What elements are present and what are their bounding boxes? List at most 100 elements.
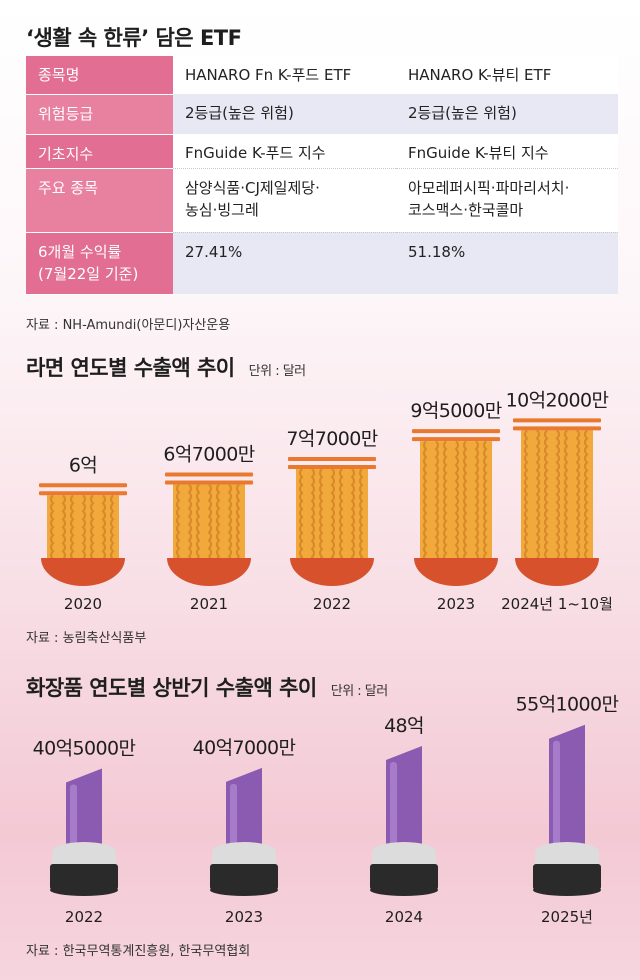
table-cell-line: 삼양식품·CJ제일제당· bbox=[185, 178, 320, 197]
chopstick bbox=[513, 418, 601, 423]
noodle-strand bbox=[584, 429, 589, 560]
cosmetics-bar: 55억1000만 2025년 bbox=[516, 694, 619, 926]
noodle-strand bbox=[535, 429, 540, 560]
cosmetics-value-label: 40억5000만 bbox=[33, 738, 136, 760]
noodle-strand bbox=[207, 483, 212, 566]
chopstick bbox=[39, 483, 127, 488]
cosmetics-value-label: 48억 bbox=[384, 715, 424, 737]
table-row-header-line: 6개월 수익률 bbox=[38, 242, 122, 261]
ramen-chart: 6억 2020 6억7000만 2021 7억7000만 2022 9억5000만 2023 1… bbox=[39, 389, 613, 613]
ramen-year-label: 2021 bbox=[190, 595, 228, 613]
noodle-block bbox=[420, 441, 492, 558]
table-cell-c2: HANARO K-뷰티 ETF bbox=[396, 56, 618, 94]
ramen-title-text: 라면 연도별 수출액 추이 bbox=[26, 356, 235, 380]
lipstick-case bbox=[50, 884, 118, 896]
noodle-block bbox=[173, 484, 245, 558]
chopstick bbox=[288, 457, 376, 461]
ramen-year-label: 2023 bbox=[437, 595, 475, 613]
table-cell-line: FnGuide K-푸드 지수 bbox=[185, 144, 326, 162]
noodle-strand bbox=[90, 494, 95, 560]
cosmetics-year-label: 2022 bbox=[65, 908, 103, 926]
ramen-value-label: 6억7000만 bbox=[163, 443, 254, 465]
table-cell-c1: FnGuide K-푸드 지수 bbox=[173, 134, 396, 169]
ramen-year-label: 2022 bbox=[313, 595, 351, 613]
noodle-strand bbox=[330, 468, 335, 566]
cosmetics-title: 화장품 연도별 상반기 수출액 추이 단위 : 달러 bbox=[26, 672, 388, 702]
cosmetics-value-label: 55억1000만 bbox=[516, 694, 619, 716]
lipstick-ring bbox=[372, 852, 436, 864]
cosmetics-bar: 48억 2024 bbox=[370, 715, 438, 926]
table-row-header: 주요 종목 bbox=[26, 168, 173, 233]
table-cell-line: FnGuide K-뷰티 지수 bbox=[408, 144, 549, 162]
table-cell-line: HANARO K-뷰티 ETF bbox=[408, 66, 552, 84]
bowl bbox=[41, 558, 125, 586]
table-cell-line: HANARO Fn K-푸드 ETF bbox=[185, 66, 352, 84]
noodle-strand bbox=[544, 429, 549, 560]
lipstick-case bbox=[210, 864, 278, 890]
chopstick bbox=[288, 465, 376, 469]
ramen-year-label: 2020 bbox=[64, 595, 102, 613]
lipstick-highlight bbox=[70, 784, 77, 848]
table-cell-c2: 아모레퍼시픽·파마리서치· 코스맥스·한국콜마 bbox=[396, 168, 618, 233]
cosmetics-title-text: 화장품 연도별 상반기 수출액 추이 bbox=[26, 676, 317, 700]
table-cell-line: 코스맥스·한국콜마 bbox=[408, 200, 524, 219]
table-cell-c2: 51.18% bbox=[396, 232, 618, 294]
table-row: 기초지수 FnGuide K-푸드 지수 FnGuide K-뷰티 지수 bbox=[26, 134, 618, 169]
table-row: 종목명 HANARO Fn K-푸드 ETF HANARO K-뷰티 ETF bbox=[26, 56, 618, 95]
table-cell-line: 27.41% bbox=[185, 242, 243, 261]
cosmetics-bar: 40억5000만 2022 bbox=[33, 738, 136, 927]
noodle-strand bbox=[350, 468, 355, 566]
cosmetics-value-label: 40억7000만 bbox=[193, 737, 296, 759]
noodle-strand bbox=[463, 440, 468, 562]
noodle-strand bbox=[359, 468, 364, 566]
cosmetics-year-label: 2025년 bbox=[541, 908, 593, 926]
ramen-source: 자료 : 농림축산식품부 bbox=[26, 631, 147, 646]
ramen-bar: 9억5000만 2023 bbox=[410, 400, 502, 613]
bowl bbox=[290, 558, 374, 586]
chopstick bbox=[165, 472, 253, 477]
ramen-value-label: 10억2000만 bbox=[506, 389, 609, 411]
noodle-strand bbox=[555, 429, 560, 560]
lipstick-ring bbox=[52, 852, 116, 864]
cosmetics-unit: 단위 : 달러 bbox=[330, 684, 389, 699]
cosmetics-source: 자료 : 한국무역통계진흥원, 한국무역협회 bbox=[26, 944, 251, 959]
bowl bbox=[414, 558, 498, 586]
noodle-strand bbox=[299, 468, 304, 566]
table-cell-c2: FnGuide K-뷰티 지수 bbox=[396, 134, 618, 169]
ramen-bar: 6억7000만 2021 bbox=[163, 443, 255, 613]
ramen-value-label: 6억 bbox=[69, 454, 97, 476]
table-title: ‘생활 속 한류’ 담은 ETF bbox=[26, 26, 242, 50]
noodle-strand bbox=[81, 494, 86, 560]
noodle-strand bbox=[319, 468, 324, 566]
chopstick bbox=[513, 426, 601, 431]
etf-table: 종목명 HANARO Fn K-푸드 ETF HANARO K-뷰티 ETF 위험등급… bbox=[26, 56, 618, 295]
chopstick bbox=[412, 429, 500, 434]
noodle-strand bbox=[423, 440, 428, 562]
table-row-header: 6개월 수익률 (7월22일 기준) bbox=[26, 232, 173, 295]
noodle-strand bbox=[524, 429, 529, 560]
ramen-unit: 단위 : 달러 bbox=[248, 364, 307, 379]
ramen-title: 라면 연도별 수출액 추이 단위 : 달러 bbox=[26, 352, 306, 382]
table-row-header: 종목명 bbox=[26, 56, 173, 95]
lipstick-highlight bbox=[390, 762, 397, 848]
noodle-strand bbox=[483, 440, 488, 562]
noodle-block bbox=[296, 469, 368, 558]
cosmetics-year-label: 2023 bbox=[225, 908, 263, 926]
table-cell-line: 2등급(높은 위험) bbox=[408, 104, 517, 122]
noodle-strand bbox=[61, 494, 66, 560]
noodle-strand bbox=[575, 429, 580, 560]
lipstick-case bbox=[533, 884, 601, 896]
lipstick-highlight bbox=[553, 740, 560, 848]
table-cell-c1: 삼양식품·CJ제일제당· 농심·빙그레 bbox=[173, 168, 396, 233]
noodle-strand bbox=[187, 483, 192, 566]
chopstick bbox=[39, 491, 127, 496]
cosmetics-chart: 40억5000만 2022 40억7000만 2023 48억 2024 55억1000만 2… bbox=[33, 694, 619, 927]
noodle-strand bbox=[236, 483, 241, 566]
noodle-strand bbox=[454, 440, 459, 562]
noodle-strand bbox=[227, 483, 232, 566]
lipstick-case bbox=[50, 864, 118, 890]
lipstick-case bbox=[210, 884, 278, 896]
lipstick-case bbox=[370, 864, 438, 890]
noodle-strand bbox=[50, 494, 55, 560]
